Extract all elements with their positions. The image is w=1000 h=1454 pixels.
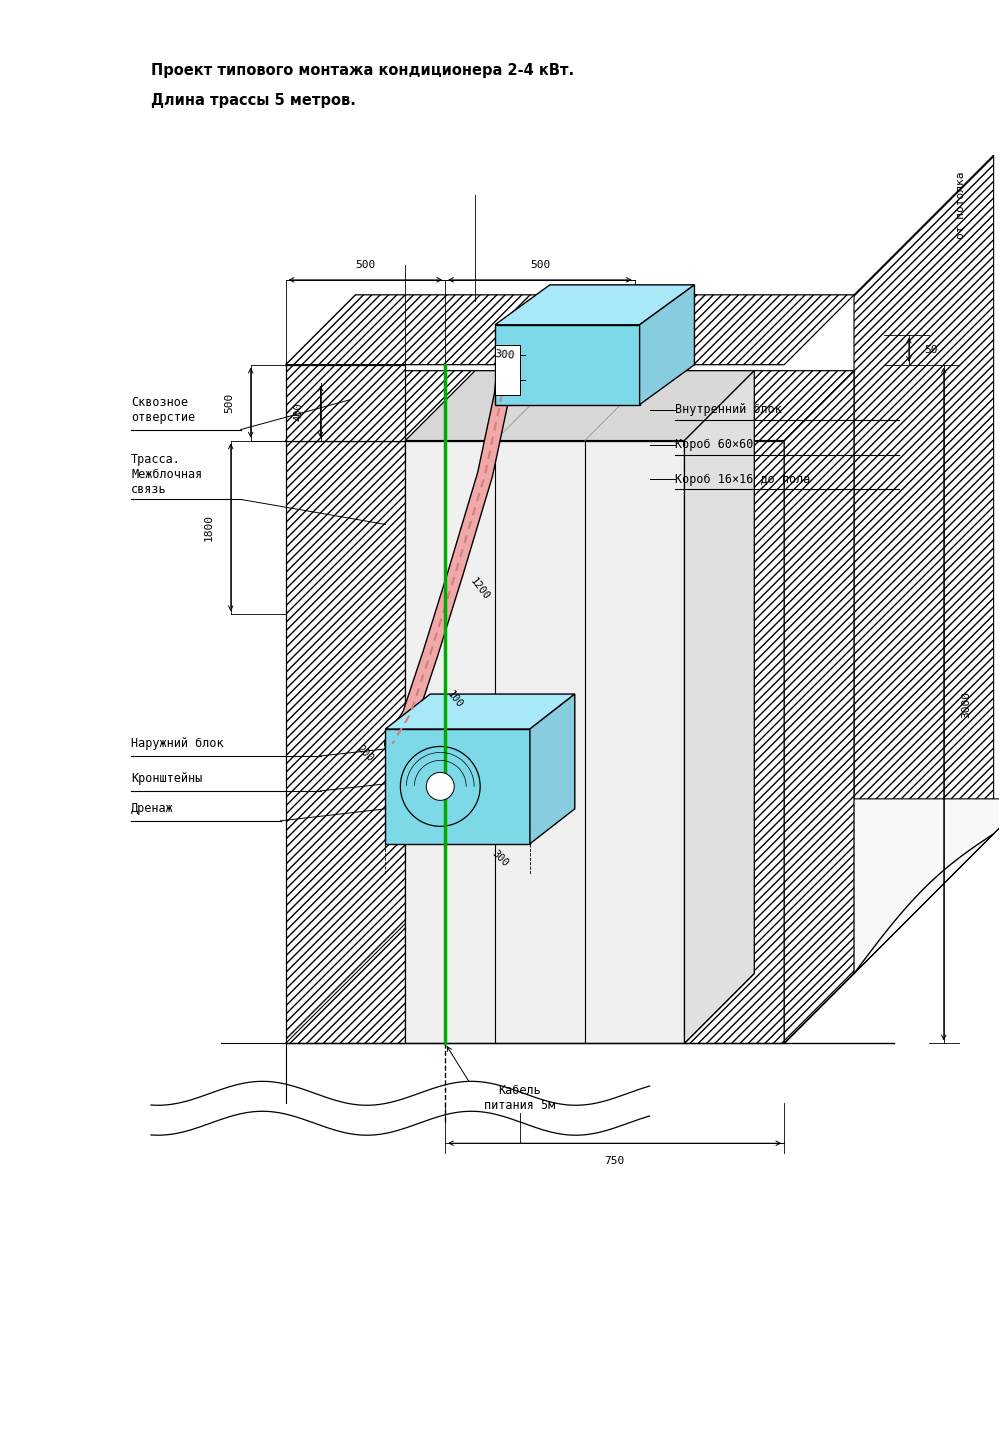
Polygon shape [385,694,575,728]
Polygon shape [684,371,754,1044]
Text: Короб 60×60: Короб 60×60 [675,438,753,451]
Text: Кабель
питания 5м: Кабель питания 5м [484,1085,556,1112]
Text: Длина трассы 5 метров.: Длина трассы 5 метров. [151,93,356,108]
Text: Трасса.
Межблочная
связь: Трасса. Межблочная связь [131,454,202,496]
Circle shape [400,746,480,826]
Polygon shape [684,441,784,1044]
Polygon shape [286,441,405,1044]
Text: Сквозное
отверстие: Сквозное отверстие [131,395,195,423]
Text: Проект типового монтажа кондиционера 2-4 кВт.: Проект типового монтажа кондиционера 2-4… [151,63,574,77]
Polygon shape [854,156,994,974]
Polygon shape [286,295,854,365]
Text: 500: 500 [355,260,376,270]
Polygon shape [495,324,640,404]
Polygon shape [286,798,1000,1044]
Polygon shape [286,371,854,441]
Text: Наружний блок: Наружний блок [131,737,224,750]
Text: 1200: 1200 [468,576,492,602]
Polygon shape [286,365,405,441]
Text: 50: 50 [924,345,938,355]
Text: 400: 400 [294,403,304,422]
Polygon shape [495,345,520,394]
Text: 300: 300 [494,349,516,361]
Polygon shape [405,441,684,1044]
Polygon shape [405,371,754,441]
Text: Внутренний блок: Внутренний блок [675,403,781,416]
Text: 500: 500 [224,393,234,413]
Text: Кронштейны: Кронштейны [131,772,202,785]
Text: 100: 100 [445,689,465,710]
Polygon shape [784,371,854,1044]
Polygon shape [640,285,694,404]
Text: Дренаж: Дренаж [131,803,174,816]
Polygon shape [530,694,575,843]
Text: 500: 500 [530,260,550,270]
Text: Короб 16×16 до пола: Короб 16×16 до пола [675,473,810,486]
Text: 3000: 3000 [962,691,972,717]
Text: 750: 750 [605,1156,625,1166]
Circle shape [426,772,454,800]
Polygon shape [495,285,694,324]
Text: 200: 200 [355,744,376,765]
Text: 1800: 1800 [204,513,214,541]
Text: 300: 300 [490,849,510,869]
Text: от потолка: от потолка [956,172,966,238]
Polygon shape [385,728,530,843]
